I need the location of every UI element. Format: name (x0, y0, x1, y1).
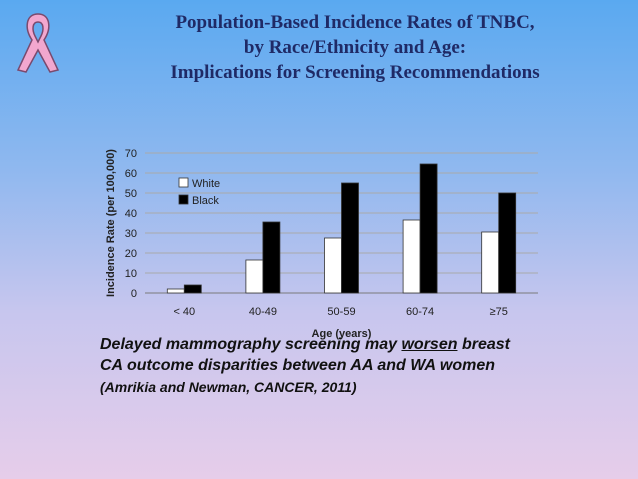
legend-label: White (192, 178, 220, 190)
y-axis-label: Incidence Rate (per 100,000) (105, 149, 117, 297)
y-tick-label: 50 (125, 188, 137, 200)
bar-black (262, 221, 281, 294)
bar-white (166, 288, 185, 294)
y-tick-label: 40 (125, 208, 137, 220)
caption: Delayed mammography screening may worsen… (100, 334, 620, 398)
bar-black (341, 182, 359, 294)
y-tick-label: 60 (125, 168, 137, 180)
y-tick-label: 10 (125, 268, 137, 280)
caption-line-2: CA outcome disparities between AA and WA… (100, 357, 496, 374)
legend-swatch-white (178, 177, 189, 188)
pink-ribbon-icon (16, 13, 60, 73)
slide-title: Population-Based Incidence Rates of TNBC… (100, 10, 610, 85)
legend-label: Black (192, 195, 219, 207)
x-tick-label: 40-49 (249, 306, 277, 318)
caption-line-1: Delayed mammography screening may worsen… (100, 334, 620, 355)
bar-white (324, 237, 342, 294)
x-tick-label: 50-59 (327, 306, 355, 318)
bar-white (245, 259, 264, 294)
title-line-3: Implications for Screening Recommendatio… (170, 62, 540, 83)
title-line-1: Population-Based Incidence Rates of TNBC… (175, 12, 535, 33)
legend-swatch-black (178, 194, 189, 205)
caption-line-1-end: breast (461, 336, 510, 353)
caption-citation: (Amrikia and Newman, CANCER, 2011) (100, 379, 357, 395)
bar-black (498, 192, 517, 294)
x-axis-label: Age (years) (312, 328, 372, 340)
x-tick-label: < 40 (173, 306, 195, 318)
y-tick-label: 30 (125, 228, 137, 240)
bar-black (183, 284, 202, 294)
title-line-2: by Race/Ethnicity and Age: (243, 37, 467, 58)
y-tick-label: 0 (131, 288, 137, 300)
caption-emphasis: worsen (401, 336, 458, 353)
x-tick-label: 60-74 (406, 306, 434, 318)
caption-line-1-start: Delayed mammography screening may (100, 336, 398, 353)
bar-white (402, 219, 421, 294)
bar-black (419, 163, 438, 294)
x-tick-label: ≥75 (490, 306, 508, 318)
y-tick-label: 70 (125, 148, 137, 160)
y-tick-label: 20 (125, 248, 137, 260)
bar-white (481, 231, 500, 294)
